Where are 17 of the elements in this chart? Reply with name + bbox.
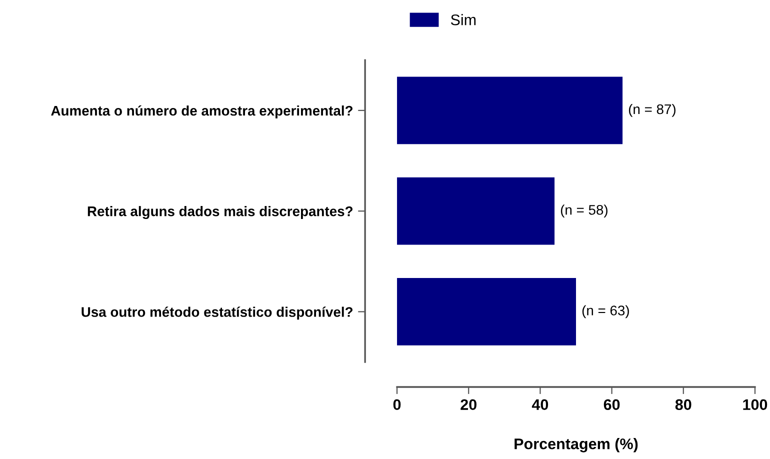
annotation: (n = 63) — [582, 305, 629, 318]
bar — [397, 177, 555, 245]
x-tick-label: 0 — [393, 399, 401, 410]
legend-label: Sim — [450, 14, 476, 26]
bar — [397, 76, 623, 144]
y-tick-label: Retira alguns dados mais discrepantes? — [88, 206, 352, 220]
bar — [397, 278, 576, 346]
x-axis-title: Porcentagem (%) — [514, 438, 638, 452]
y-tick-label: Usa outro método estatístico disponível? — [82, 306, 352, 320]
x-tick-label: 20 — [460, 399, 476, 410]
annotation: (n = 87) — [628, 104, 676, 117]
x-tick-label: 80 — [675, 399, 692, 410]
x-tick-label: 100 — [743, 399, 768, 410]
x-tick-label: 40 — [532, 399, 548, 410]
x-tick-label: 60 — [604, 399, 620, 410]
y-tick-label: Aumenta o número de amostra experimental? — [51, 105, 352, 118]
annotation: (n = 58) — [560, 204, 608, 218]
